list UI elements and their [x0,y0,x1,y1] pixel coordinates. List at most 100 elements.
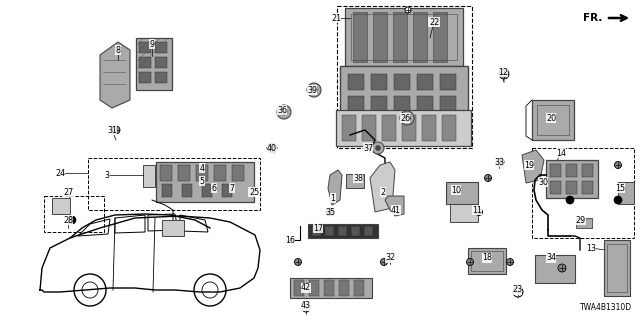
Bar [290,278,372,298]
Circle shape [476,209,483,215]
Text: 29: 29 [575,215,585,225]
Text: FR.: FR. [582,13,602,23]
Polygon shape [522,150,544,183]
Text: 15: 15 [615,183,625,193]
Bar [394,74,410,90]
Text: 1: 1 [330,194,335,203]
Bar [582,164,593,177]
Bar [222,184,232,197]
Bar [232,165,244,181]
Bar [440,96,456,112]
Bar [348,74,364,90]
Text: 8: 8 [115,45,120,54]
Bar [532,100,574,140]
Circle shape [499,69,509,79]
Bar [336,110,471,146]
Text: 39: 39 [307,85,317,94]
Text: 33: 33 [494,157,504,166]
Circle shape [277,105,291,119]
Circle shape [376,146,381,150]
Bar [373,12,387,62]
Bar [312,226,321,236]
Text: 14: 14 [556,148,566,157]
Bar [607,244,627,292]
Text: 2: 2 [380,188,385,196]
Bar [550,164,561,177]
Circle shape [467,259,474,266]
Text: 30: 30 [538,178,548,187]
Bar [394,118,410,134]
Bar [417,74,433,90]
Bar [440,118,456,134]
Text: 4: 4 [200,164,205,172]
Bar [338,226,347,236]
Bar [546,160,598,198]
Bar [371,96,387,112]
Bar [537,105,569,135]
Text: 16: 16 [285,236,295,244]
Text: 20: 20 [546,114,556,123]
Circle shape [326,208,334,216]
Text: 27: 27 [63,188,73,196]
Text: 31: 31 [107,125,117,134]
Circle shape [403,115,410,122]
Circle shape [112,126,120,134]
Bar [535,255,575,283]
Circle shape [614,196,622,204]
Text: 19: 19 [524,161,534,170]
Circle shape [311,87,317,93]
Text: 5: 5 [200,177,205,186]
Bar [308,224,378,238]
Circle shape [484,174,492,181]
Circle shape [558,264,566,272]
Bar [382,115,396,141]
Circle shape [506,259,513,266]
Bar [156,162,254,202]
Text: 3: 3 [104,171,109,180]
Text: 11: 11 [472,205,482,214]
Bar [371,74,387,90]
Text: 25: 25 [249,188,259,196]
Bar [351,14,457,60]
Text: 22: 22 [429,18,439,27]
Bar [309,280,319,296]
Bar [351,226,360,236]
Bar [442,115,456,141]
Circle shape [513,287,523,297]
Bar [44,196,104,232]
Bar [618,182,634,204]
Bar [348,118,364,134]
Bar [402,115,416,141]
Bar [136,38,172,90]
Circle shape [496,158,504,166]
Polygon shape [370,162,395,212]
Bar [364,226,373,236]
Bar [393,12,407,62]
Text: 43: 43 [301,301,311,310]
Circle shape [381,259,387,266]
Bar [440,74,456,90]
Polygon shape [385,196,404,216]
Bar [324,280,334,296]
Bar [143,165,155,187]
Text: 36: 36 [277,106,287,115]
Bar [422,115,436,141]
Text: 21: 21 [331,13,341,22]
Bar [196,165,208,181]
Bar [339,280,349,296]
Text: 23: 23 [512,285,522,294]
Bar [417,96,433,112]
Bar [582,181,593,194]
Text: 42: 42 [301,284,311,292]
Bar [550,181,561,194]
Text: 18: 18 [482,253,492,262]
Circle shape [294,259,301,266]
Bar [337,6,472,148]
Text: 38: 38 [353,173,363,182]
Text: 35: 35 [325,207,335,217]
Bar [155,57,167,68]
Bar [325,226,334,236]
Text: 17: 17 [313,223,323,233]
Bar [139,57,151,68]
Circle shape [68,216,76,224]
